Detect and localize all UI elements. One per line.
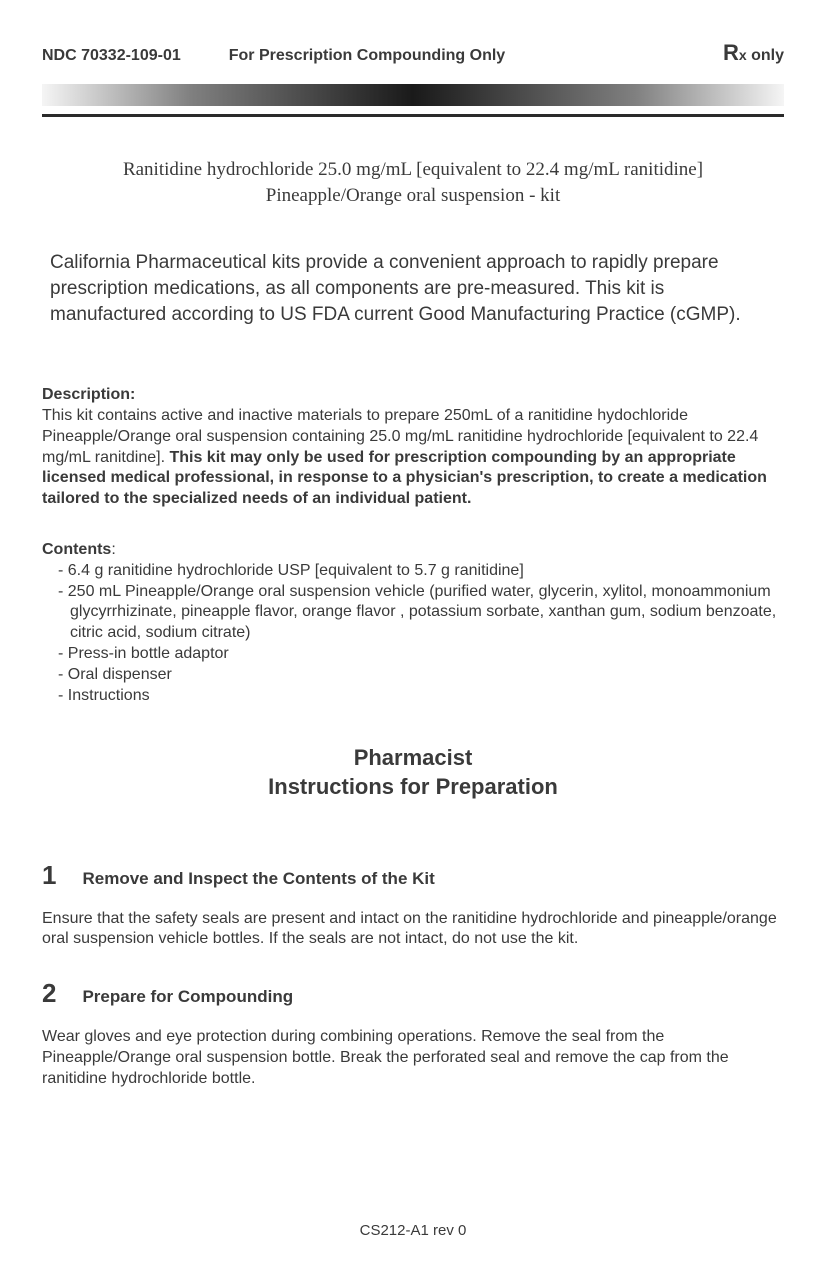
product-title-line2: Pineapple/Orange oral suspension - kit [62,183,764,209]
rx-R: R [723,40,739,65]
description-label: Description: [42,386,135,403]
contents-item: - Oral dispenser [58,665,784,686]
footer-code: CS212-A1 rev 0 [0,1222,826,1239]
contents-colon: : [111,541,115,558]
contents-list: - 6.4 g ranitidine hydrochloride USP [eq… [42,561,784,707]
step-1: 1 Remove and Inspect the Contents of the… [42,860,784,951]
pharmacist-heading-line2: Instructions for Preparation [42,773,784,802]
step-number: 2 [42,978,56,1009]
step-body: Wear gloves and eye protection during co… [42,1027,784,1089]
product-title: Ranitidine hydrochloride 25.0 mg/mL [equ… [42,157,784,208]
product-title-line1: Ranitidine hydrochloride 25.0 mg/mL [equ… [62,157,764,183]
contents-item: - 6.4 g ranitidine hydrochloride USP [eq… [58,561,784,582]
rule-line [42,114,784,117]
step-title: Prepare for Compounding [82,987,293,1007]
purpose-text: For Prescription Compounding Only [229,47,505,65]
ndc-code: NDC 70332-109-01 [42,47,181,65]
description-section: Description: This kit contains active an… [42,385,784,510]
contents-item: - Press-in bottle adaptor [58,644,784,665]
header-left: NDC 70332-109-01 For Prescription Compou… [42,47,505,65]
step-number: 1 [42,860,56,891]
pharmacist-heading: Pharmacist Instructions for Preparation [42,744,784,801]
step-2: 2 Prepare for Compounding Wear gloves an… [42,978,784,1089]
rx-only-label: Rx only [723,40,784,66]
rx-x: x [739,47,747,63]
contents-section: Contents: - 6.4 g ranitidine hydrochlori… [42,540,784,706]
step-body: Ensure that the safety seals are present… [42,909,784,951]
step-header: 1 Remove and Inspect the Contents of the… [42,860,784,891]
pharmacist-heading-line1: Pharmacist [42,744,784,773]
rx-only-text: only [747,47,784,64]
contents-item: - 250 mL Pineapple/Orange oral suspensio… [58,582,784,644]
step-header: 2 Prepare for Compounding [42,978,784,1009]
header-row: NDC 70332-109-01 For Prescription Compou… [42,40,784,66]
step-title: Remove and Inspect the Contents of the K… [82,869,434,889]
intro-paragraph: California Pharmaceutical kits provide a… [42,250,784,327]
contents-label: Contents [42,541,111,558]
gradient-bar [42,84,784,106]
contents-item: - Instructions [58,686,784,707]
